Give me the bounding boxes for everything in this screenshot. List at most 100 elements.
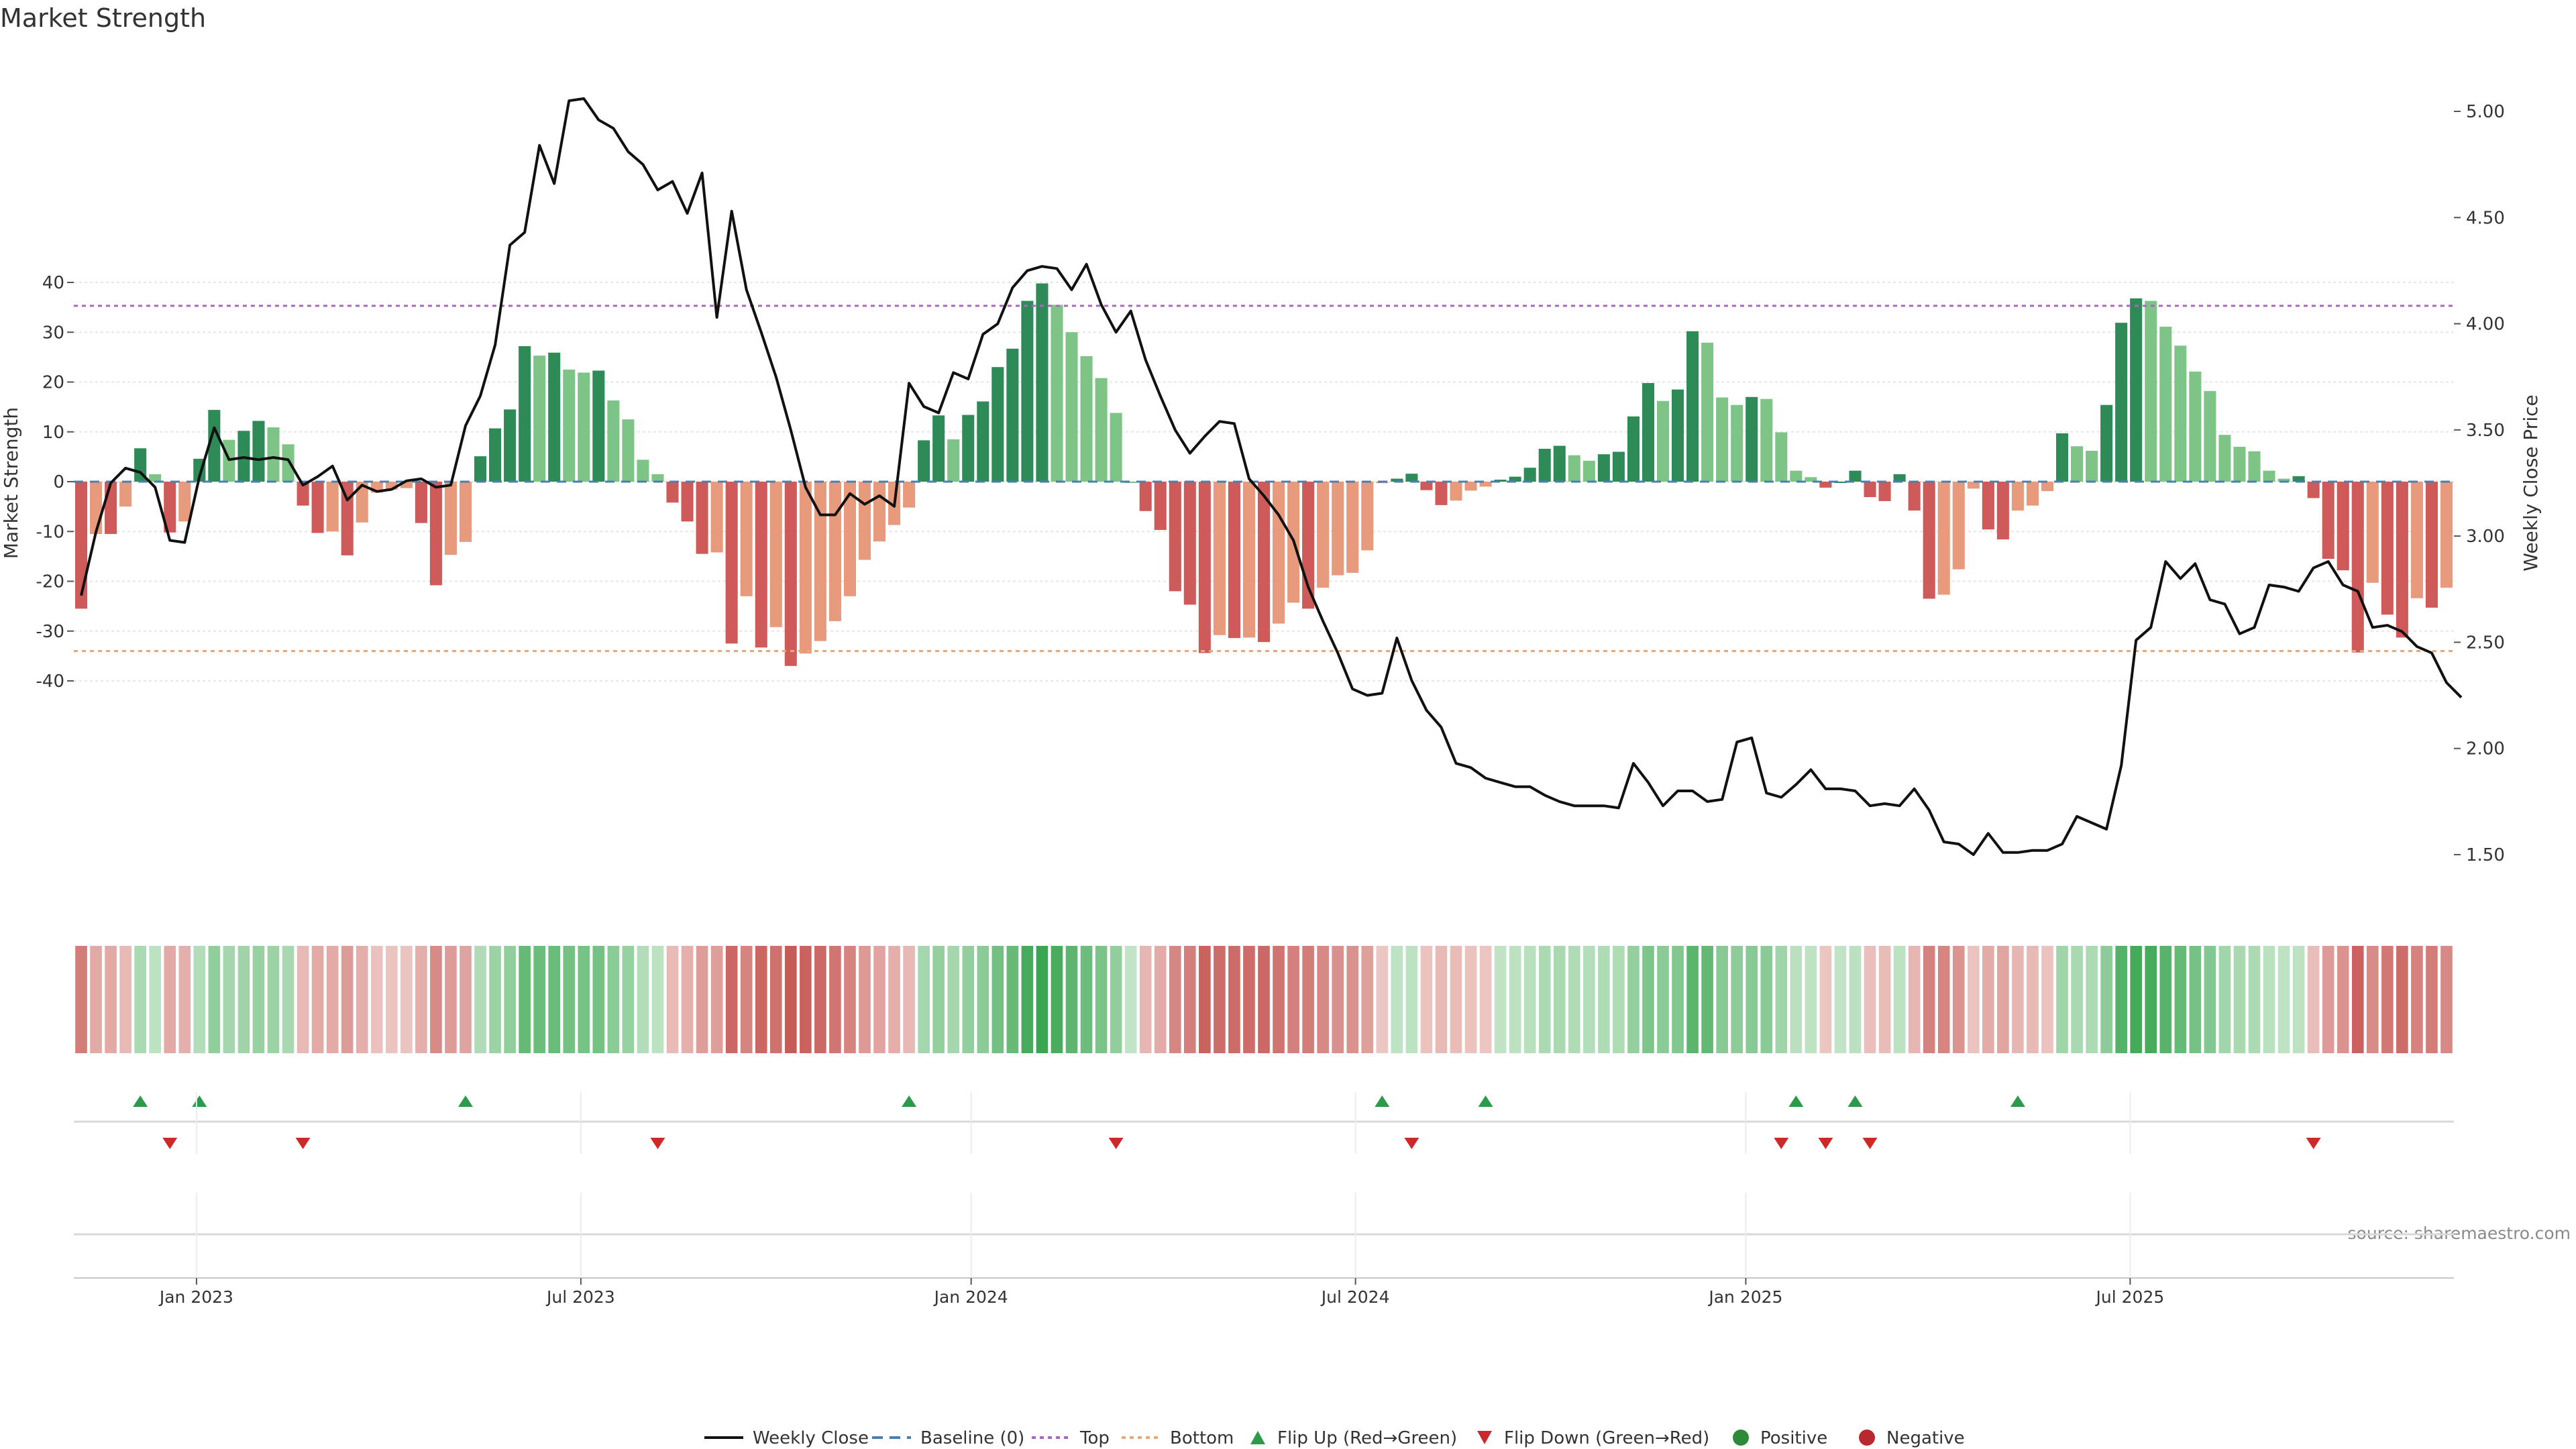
heat-cell-19 (356, 946, 368, 1053)
heat-cell-126 (1937, 946, 1950, 1053)
heat-cell-138 (2115, 946, 2127, 1053)
legend: Weekly Close Baseline (0) Top Bottom Flip Up… (704, 1428, 1965, 1448)
x-tick-label-4: Jan 2025 (1707, 1287, 1782, 1307)
heat-cell-24 (430, 946, 442, 1053)
heat-cell-69 (1095, 946, 1108, 1053)
strength-bar-91 (1420, 482, 1433, 490)
strength-bar-132 (2026, 482, 2039, 506)
flip-down-marker-4 (1404, 1138, 1419, 1149)
strength-bar-135 (2071, 446, 2084, 482)
strength-bar-4 (134, 448, 147, 482)
heat-cell-90 (1405, 946, 1418, 1053)
heat-cell-72 (1139, 946, 1152, 1053)
heat-cell-129 (1982, 946, 1994, 1053)
y-tick-label-8: -40 (36, 672, 64, 692)
heat-strip (75, 946, 2453, 1053)
heat-cell-89 (1391, 946, 1403, 1053)
strength-bar-115 (1775, 432, 1788, 482)
strength-bar-119 (1834, 482, 1847, 483)
strength-bar-76 (1198, 482, 1211, 653)
heat-cell-20 (370, 946, 383, 1053)
heat-cell-143 (2189, 946, 2202, 1053)
weekly-close-line (80, 97, 2463, 856)
strength-bar-139 (2130, 298, 2143, 482)
heat-cell-109 (1686, 946, 1699, 1053)
heat-cell-59 (947, 946, 960, 1053)
heat-cell-61 (977, 946, 989, 1053)
heat-cell-8 (193, 946, 206, 1053)
strength-bar-109 (1686, 331, 1699, 482)
y-tick-label-4: 0 (53, 472, 64, 492)
strength-bar-78 (1228, 482, 1240, 639)
heat-cell-141 (2159, 946, 2172, 1053)
flip-down-marker-3 (1108, 1138, 1124, 1149)
heat-cell-2 (105, 946, 117, 1053)
heat-cell-37 (622, 946, 635, 1053)
strength-bar-65 (1036, 283, 1049, 482)
flip-panel (74, 1095, 2454, 1149)
heat-cell-96 (1494, 946, 1507, 1053)
strength-bar-73 (1154, 482, 1167, 531)
heat-cell-103 (1598, 946, 1610, 1053)
heat-cell-44 (725, 946, 738, 1053)
strength-bar-46 (755, 482, 767, 648)
heat-cell-36 (607, 946, 620, 1053)
weekly-close-series (80, 97, 2463, 856)
heat-cell-107 (1657, 946, 1669, 1053)
heat-cell-67 (1065, 946, 1078, 1053)
strength-bar-80 (1257, 482, 1271, 643)
strength-bar-30 (519, 346, 531, 482)
heat-cell-135 (2071, 946, 2083, 1053)
legend-label-6: Positive (1760, 1428, 1827, 1448)
heat-cell-153 (2337, 946, 2349, 1053)
strength-bar-59 (947, 439, 960, 482)
strength-bar-56 (903, 482, 916, 508)
heat-cell-151 (2307, 946, 2320, 1053)
strength-bar-26 (459, 482, 472, 542)
strength-bar-32 (548, 352, 561, 482)
flip-down-marker-6 (1818, 1138, 1833, 1149)
heat-cell-95 (1479, 946, 1492, 1053)
strength-bar-150 (2292, 476, 2305, 482)
strength-bar-113 (1746, 396, 1758, 482)
heat-cell-45 (740, 946, 753, 1053)
y2-tick-label-7: 1.50 (2466, 845, 2505, 865)
heat-cell-7 (178, 946, 191, 1053)
strength-bar-31 (533, 356, 546, 482)
flip-down-marker-0 (162, 1138, 178, 1149)
legend-label-4: Flip Up (Red→Green) (1277, 1428, 1457, 1448)
strength-bar-125 (1923, 482, 1935, 599)
y2-axis-label: Weekly Close Price (2520, 394, 2542, 571)
strength-bar-48 (784, 482, 797, 666)
heat-cell-5 (149, 946, 162, 1053)
strength-bar-39 (651, 474, 664, 482)
y2-tick-label-4: 3.00 (2466, 527, 2505, 547)
heat-cell-130 (1997, 946, 2009, 1053)
x-tick-label-0: Jan 2023 (158, 1287, 233, 1307)
strength-bar-14 (282, 444, 294, 482)
strength-bar-110 (1701, 342, 1714, 482)
x-tick-label-3: Jul 2024 (1320, 1287, 1390, 1307)
heat-cell-80 (1258, 946, 1270, 1053)
heat-cell-75 (1183, 946, 1196, 1053)
flip-down-marker-7 (1862, 1138, 1878, 1149)
strength-bar-22 (400, 482, 413, 488)
strength-bar-122 (1878, 482, 1891, 501)
heat-cell-35 (592, 946, 605, 1053)
strength-bar-62 (991, 367, 1004, 482)
heat-cell-40 (666, 946, 679, 1053)
strength-bar-43 (710, 482, 723, 553)
heat-cell-146 (2233, 946, 2246, 1053)
heat-cell-33 (563, 946, 576, 1053)
heat-cell-79 (1243, 946, 1255, 1053)
strength-bar-144 (2204, 390, 2216, 482)
heat-cell-17 (326, 946, 339, 1053)
x-axis-ticks: Jan 2023 Jul 2023 Jan 2024 Jul 2024 Jan 2025… (158, 1092, 2164, 1307)
strength-bar-143 (2189, 371, 2202, 482)
heat-cell-78 (1228, 946, 1240, 1053)
heat-cell-127 (1952, 946, 1965, 1053)
strength-bar-7 (178, 482, 191, 522)
strength-bar-67 (1065, 332, 1078, 482)
heat-cell-28 (489, 946, 501, 1053)
